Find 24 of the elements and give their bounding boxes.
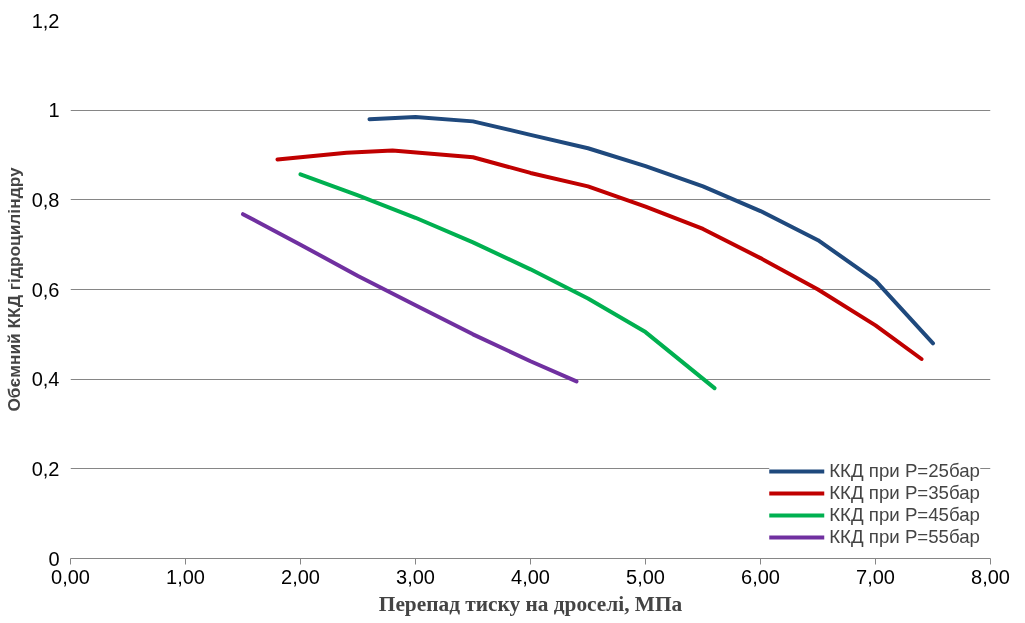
x-tick-label: 6,00 <box>741 565 780 588</box>
y-tick-label: 0,4 <box>31 368 60 391</box>
legend-label: ККД при Р=55бар <box>829 526 980 548</box>
x-tick-label: 5,00 <box>626 565 665 588</box>
legend-label: ККД при Р=25бар <box>829 460 980 482</box>
line-series <box>298 172 717 391</box>
line-series <box>367 114 935 346</box>
y-tick-label: 0,2 <box>31 457 60 480</box>
y-tick-label: 1,2 <box>31 9 60 32</box>
x-tick-label: 7,00 <box>856 565 895 588</box>
x-tick-label: 1,00 <box>166 565 205 588</box>
x-tick-label: 4,00 <box>511 565 550 588</box>
x-tick-label: 3,00 <box>396 565 435 588</box>
y-tick-label: 1 <box>48 99 60 122</box>
x-tick-label: 2,00 <box>281 565 320 588</box>
x-tick-label: 8,00 <box>971 565 1010 588</box>
y-tick-label: 0,6 <box>31 278 60 301</box>
y-axis-title: Обємний ККД гідроциліндру <box>3 167 24 412</box>
line-series <box>241 212 579 384</box>
legend-label: ККД при Р=35бар <box>829 482 980 504</box>
legend-label: ККД при Р=45бар <box>829 504 980 526</box>
line-series <box>275 148 924 361</box>
y-tick-label: 0,8 <box>31 188 60 211</box>
x-axis-title: Перепад тиску на дроселі, МПа <box>378 591 683 616</box>
